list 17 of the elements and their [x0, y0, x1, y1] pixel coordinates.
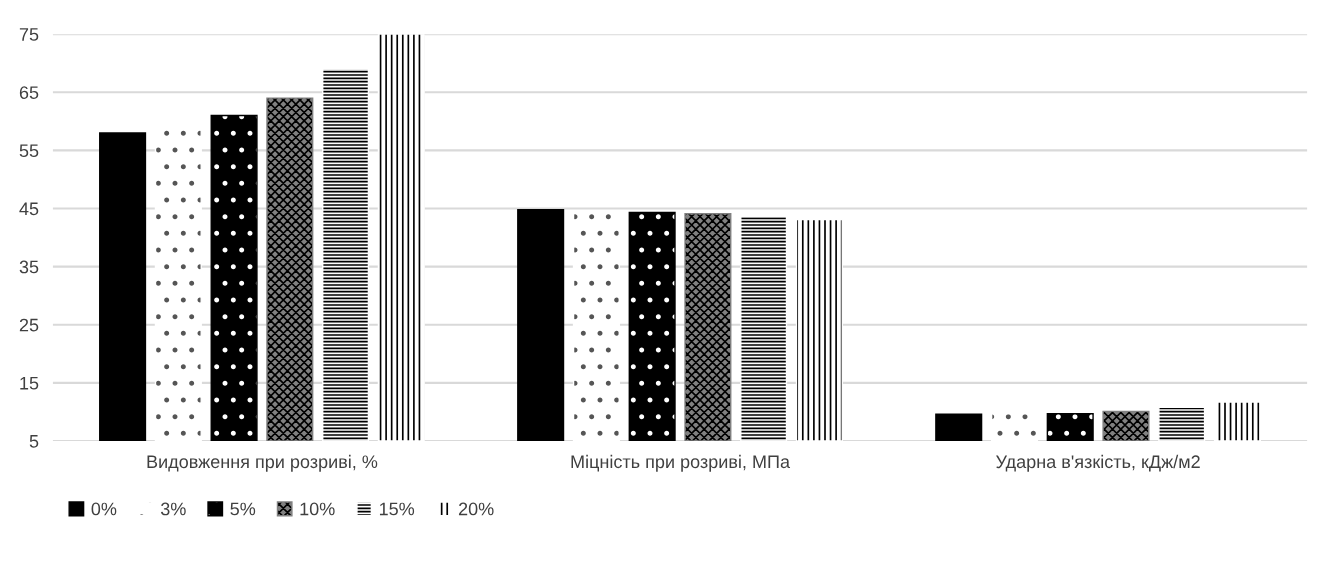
- y-tick-label: 75: [19, 28, 39, 41]
- x-tick-label: Видовження при розриві, %: [147, 454, 378, 472]
- y-tick-label: 15: [20, 376, 39, 390]
- legend-label: 0%: [91, 502, 117, 516]
- y-tick-label: 45: [19, 202, 39, 216]
- legend-label: 3%: [160, 502, 186, 516]
- y-tick-label: 5: [29, 435, 39, 448]
- y-tick-label: 25: [19, 318, 39, 332]
- y-tick-label: 55: [19, 144, 39, 158]
- legend-label: 10%: [300, 502, 335, 516]
- x-tick-label: Ударна в'язкість, кДж/м2: [996, 454, 1200, 472]
- x-tick-label: Міцність при розриві, МПа: [571, 454, 791, 472]
- y-tick-label: 35: [19, 260, 39, 274]
- y-tick-label: 65: [19, 86, 39, 99]
- legend-label: 20%: [458, 502, 494, 516]
- legend-label: 5%: [230, 502, 256, 516]
- legend-label: 15%: [379, 502, 415, 516]
